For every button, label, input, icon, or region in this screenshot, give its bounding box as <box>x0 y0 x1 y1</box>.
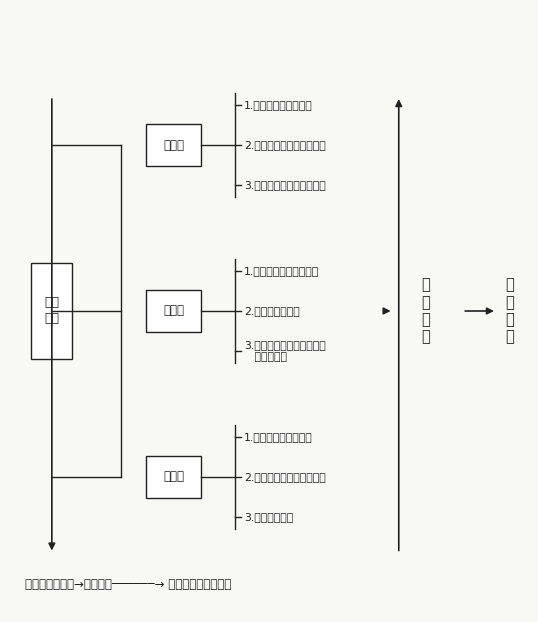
Text: 2.人際關係好嗎？: 2.人際關係好嗎？ <box>244 306 300 316</box>
Text: 3.和老闆相處得如何，他會
   提拔我嗎？: 3.和老闆相處得如何，他會 提拔我嗎？ <box>244 340 326 361</box>
Text: 趨
吉
避
兇: 趨 吉 避 兇 <box>506 277 514 345</box>
Text: 財帛宮: 財帛宮 <box>163 470 184 483</box>
Text: 3.我會有錢嗎？: 3.我會有錢嗎？ <box>244 511 293 522</box>
FancyBboxPatch shape <box>146 290 201 332</box>
Text: 3.那一年會有升官的機會？: 3.那一年會有升官的機會？ <box>244 180 326 190</box>
Text: 流
年
變
化: 流 年 變 化 <box>421 277 430 345</box>
Text: 步驟：格局分析→運程起伏──────→ 輸入資料、由因求果: 步驟：格局分析→運程起伏──────→ 輸入資料、由因求果 <box>25 578 231 590</box>
FancyBboxPatch shape <box>146 124 201 166</box>
Text: 2.若創業，財務有問題嗎？: 2.若創業，財務有問題嗎？ <box>244 471 326 481</box>
Text: 2.適合自己出來當老闆嗎？: 2.適合自己出來當老闆嗎？ <box>244 141 326 151</box>
Text: 1.適合那種求財方式？: 1.適合那種求財方式？ <box>244 432 313 442</box>
Text: 1.適合獨資還是合夥呢？: 1.適合獨資還是合夥呢？ <box>244 266 320 276</box>
Text: 官祿宮: 官祿宮 <box>163 139 184 152</box>
Text: 遷移宮: 遷移宮 <box>163 305 184 317</box>
FancyBboxPatch shape <box>31 264 73 358</box>
Text: 命、
身宮: 命、 身宮 <box>44 297 59 325</box>
Text: 1.適合從事那種工作？: 1.適合從事那種工作？ <box>244 100 313 111</box>
FancyBboxPatch shape <box>146 456 201 498</box>
